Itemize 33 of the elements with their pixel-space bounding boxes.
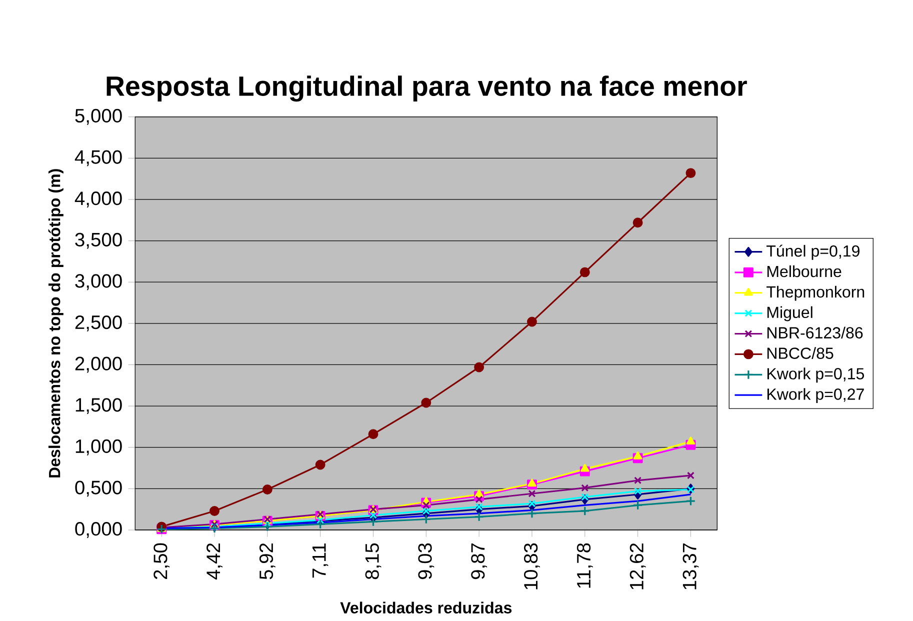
legend-label: NBCC/85: [767, 347, 834, 360]
x-tick-label: 8,15: [365, 543, 382, 580]
y-tick-label: 2,000: [75, 356, 122, 373]
y-tick-label: 3,000: [75, 274, 122, 290]
x-tick-label: 12,62: [630, 544, 646, 590]
x-tick-label: 4,42: [206, 544, 222, 580]
y-tick-label: 2,500: [75, 316, 122, 332]
legend-label: NBR-6123/86: [767, 326, 863, 339]
legend-label: Melbourne: [767, 265, 842, 278]
y-tick-label: 4,000: [74, 192, 122, 208]
chart-title: Resposta Longitudinal para vento na face menor: [106, 76, 747, 102]
y-tick-label: 1,000: [76, 439, 122, 456]
x-tick-label: 10,83: [524, 543, 540, 590]
y-tick-label: 4,500: [74, 150, 122, 166]
y-tick-label: 1,500: [76, 398, 122, 414]
x-tick-label: 11,78: [576, 543, 593, 588]
y-axis-title: Deslocamentos no topo do protótipo (m): [48, 169, 64, 478]
y-tick-label: 0,000: [75, 522, 122, 538]
legend-label: Kwork p=0,27: [767, 388, 864, 404]
legend-label: Thepmonkorn: [766, 286, 864, 301]
legend-label: Kwork p=0,15: [767, 368, 864, 383]
x-tick-label: 2,50: [154, 543, 170, 580]
y-tick-label: 3,500: [75, 232, 122, 249]
y-tick-label: 5,000: [75, 108, 122, 125]
x-axis-title: Velocidades reduzidas: [340, 602, 512, 614]
y-tick-label: 0,500: [75, 480, 122, 497]
legend-label: Túnel p=0,19: [766, 244, 860, 260]
x-tick-label: 13,37: [682, 544, 699, 590]
x-tick-label: 9,87: [471, 544, 488, 580]
x-tick-label: 5,92: [259, 544, 276, 580]
x-tick-label: 7,11: [312, 544, 328, 578]
legend-label: Miguel: [767, 306, 812, 322]
x-tick-label: 9,03: [418, 543, 434, 580]
